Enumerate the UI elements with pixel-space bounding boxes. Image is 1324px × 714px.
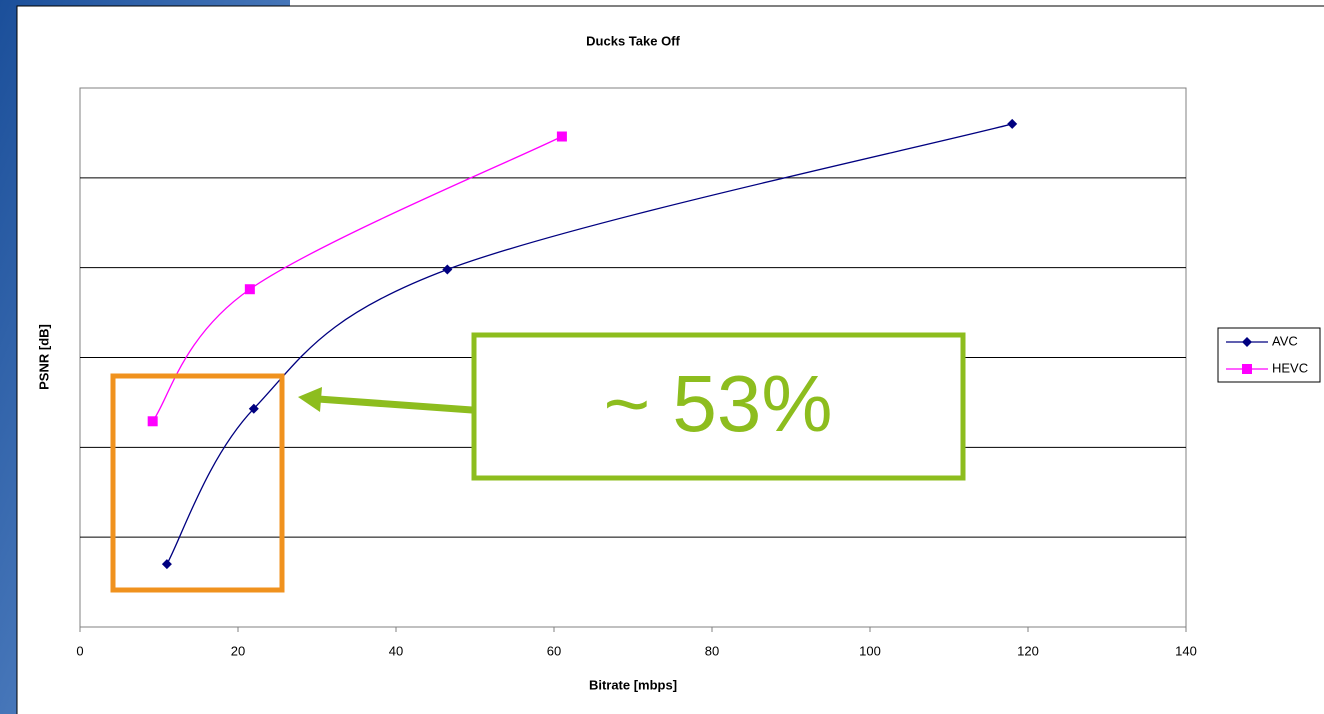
marker <box>161 559 172 570</box>
x-tick-label: 120 <box>1017 643 1039 658</box>
series-line <box>152 135 563 422</box>
marker <box>556 131 567 142</box>
marker <box>1242 364 1252 374</box>
x-tick-label: 20 <box>231 643 245 658</box>
marker <box>442 264 453 275</box>
x-tick-label: 140 <box>1175 643 1197 658</box>
chart-title: Ducks Take Off <box>586 33 680 48</box>
legend-label: HEVC <box>1272 360 1308 375</box>
marker <box>248 403 259 414</box>
annotation-box <box>471 332 966 481</box>
marker <box>1242 337 1252 347</box>
legend-box <box>1217 327 1321 383</box>
series-line <box>166 123 1013 565</box>
annotation-text: ~ 53% <box>603 359 832 448</box>
x-tick-label: 40 <box>389 643 403 658</box>
marker <box>147 416 158 427</box>
x-axis-label: Bitrate [mbps] <box>589 677 677 692</box>
legend-label: AVC <box>1272 333 1298 348</box>
marker <box>244 284 255 295</box>
x-tick-label: 80 <box>705 643 719 658</box>
x-tick-label: 0 <box>76 643 83 658</box>
arrow-head <box>298 387 322 412</box>
arrow-shaft <box>317 395 473 414</box>
x-tick-label: 100 <box>859 643 881 658</box>
highlight-box <box>110 373 285 593</box>
y-axis-label: PSNR [dB] <box>36 324 51 390</box>
marker <box>1007 118 1018 129</box>
x-tick-label: 60 <box>547 643 561 658</box>
